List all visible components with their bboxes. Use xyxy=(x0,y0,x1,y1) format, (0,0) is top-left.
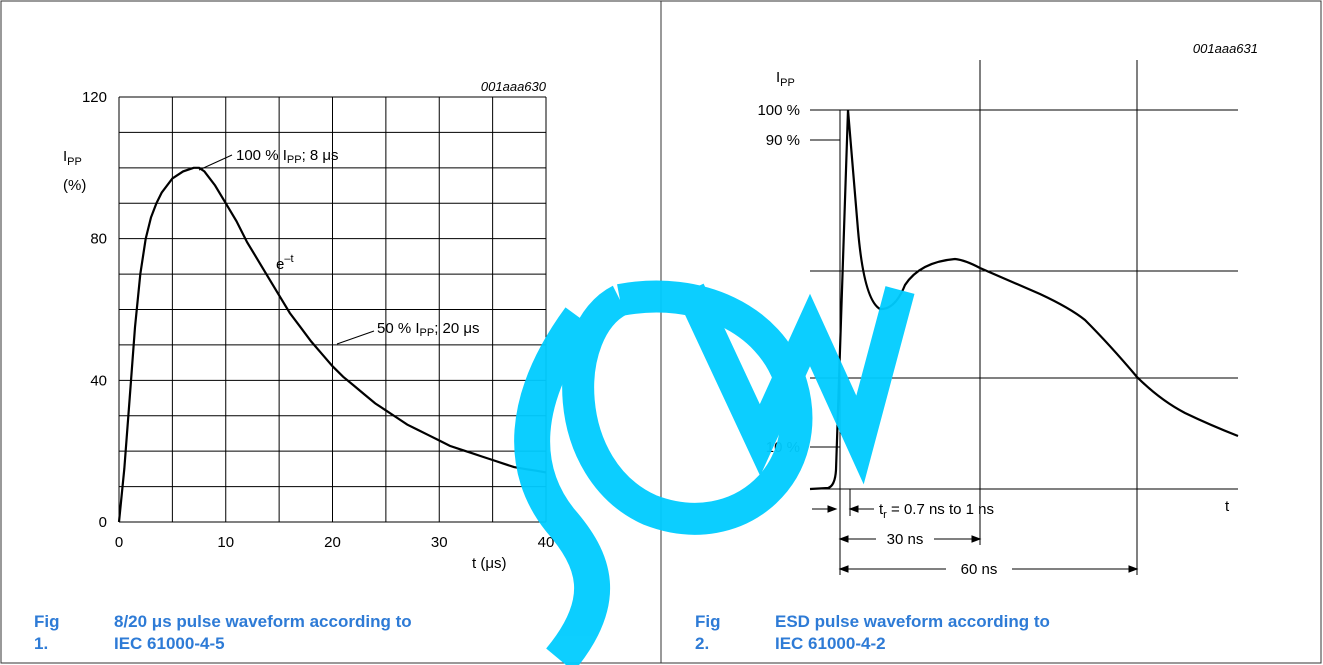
watermark-o xyxy=(562,280,813,535)
fig2-rise-time-dimension xyxy=(812,505,874,513)
fig1-x-tick-label: 30 xyxy=(431,534,448,551)
fig2-caption-line1: ESD pulse waveform according to xyxy=(775,612,1050,631)
fig2-code: 001aaa631 xyxy=(1193,41,1258,56)
fig1-y-unit: (%) xyxy=(63,177,86,194)
fig2-grid xyxy=(810,60,1238,575)
fig2-30ns-dimension xyxy=(838,535,982,543)
fig1-x-tick-label: 20 xyxy=(324,534,341,551)
fig1-x-ticks: 0 10 20 30 40 xyxy=(115,534,555,551)
fig1-peak-leader xyxy=(198,154,233,171)
fig2-caption-text: ESD pulse waveform according to IEC 6100… xyxy=(775,611,1235,655)
fig2-60ns-dimension xyxy=(838,565,1139,573)
watermark-s xyxy=(514,307,611,665)
fig1-y-tick-label: 80 xyxy=(90,231,107,248)
fig1-code: 001aaa630 xyxy=(481,79,547,94)
fig1-y-label-main: I xyxy=(63,148,67,165)
fig1-half-annotation: 50 % IPP; 20 μs xyxy=(377,320,480,339)
fig1-x-tick-label: 40 xyxy=(538,534,555,551)
fig2-60ns-label: 60 ns xyxy=(961,561,998,578)
fig2-y-label: IPP xyxy=(776,69,795,89)
fig1-x-tick-label: 10 xyxy=(217,534,234,551)
fig1-y-ticks: 0 40 80 120 xyxy=(82,89,107,531)
fig1-y-tick-label: 0 xyxy=(99,514,107,531)
fig1-y-label: IPP xyxy=(63,148,82,168)
fig1-caption-text: 8/20 μs pulse waveform according to IEC … xyxy=(114,611,574,655)
fig1-x-tick-label: 0 xyxy=(115,534,123,551)
fig2-chart: 001aaa631 IPP 100 %90 %10 % t tr = 0.7 n… xyxy=(757,41,1258,578)
fig1-chart: 001aaa630 0 40 80 120 0 10 20 30 40 IPP (%) t (… xyxy=(63,79,554,572)
fig1-grid xyxy=(118,96,547,523)
fig2-series-line xyxy=(809,109,1239,491)
fig1-y-label-sub: PP xyxy=(67,156,82,168)
fig2-caption-line2: IEC 61000-4-2 xyxy=(775,634,886,653)
fig2-rise-time-label: tr = 0.7 ns to 1 ns xyxy=(879,501,994,521)
watermark-w xyxy=(676,283,915,485)
fig2-y-tick-label: 90 % xyxy=(766,132,800,149)
fig1-caption-line2: IEC 61000-4-5 xyxy=(114,634,225,653)
fig1-peak-annotation: 100 % IPP; 8 μs xyxy=(236,147,339,166)
fig2-caption-number: Fig 2. xyxy=(695,612,721,653)
fig2-30ns-label: 30 ns xyxy=(887,531,924,548)
fig1-series-line xyxy=(117,166,547,523)
fig1-half-leader xyxy=(336,330,375,345)
fig1-y-tick-label: 120 xyxy=(82,89,107,106)
fig1-x-label: t (μs) xyxy=(472,555,506,572)
fig2-x-label: t xyxy=(1225,498,1230,515)
fig1-y-tick-label: 40 xyxy=(90,372,107,389)
fig1-exp-annotation: e–t xyxy=(276,253,294,273)
fig2-y-tick-label: 100 % xyxy=(757,102,800,119)
watermark-logo xyxy=(514,280,915,665)
fig1-caption-line1: 8/20 μs pulse waveform according to xyxy=(114,612,412,631)
fig1-caption-number: Fig 1. xyxy=(34,612,60,653)
